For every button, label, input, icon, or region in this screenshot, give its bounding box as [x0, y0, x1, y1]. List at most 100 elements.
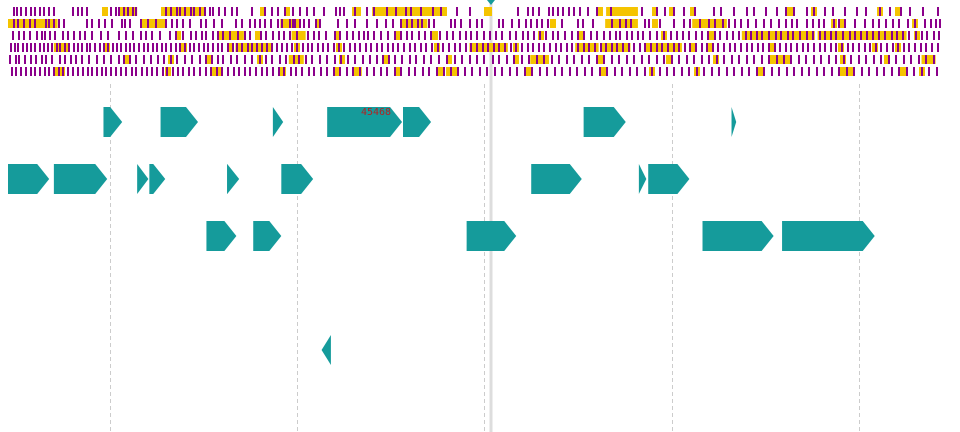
- start-codon: [227, 43, 233, 52]
- orf-arrow[interactable]: [137, 164, 149, 194]
- orf-track: [8, 107, 875, 365]
- stop-codon: [151, 31, 153, 40]
- stop-codon: [73, 43, 75, 52]
- orf-arrow[interactable]: [782, 221, 875, 251]
- stop-codon: [120, 67, 122, 76]
- orf-arrow[interactable]: [281, 164, 314, 194]
- stop-codon: [527, 43, 529, 52]
- orf-arrow[interactable]: [321, 335, 331, 365]
- stop-codon: [878, 19, 880, 28]
- stop-codon: [670, 31, 672, 40]
- orf-arrow[interactable]: [583, 107, 626, 137]
- stop-codon: [175, 43, 177, 52]
- stop-codon: [510, 43, 512, 52]
- stop-codon: [70, 55, 72, 64]
- stop-codon: [417, 19, 419, 28]
- orf-arrow[interactable]: [531, 164, 582, 194]
- start-codon: [884, 55, 890, 64]
- cursor-position-label: 45468: [361, 107, 391, 118]
- orf-arrow[interactable]: [272, 107, 284, 137]
- orf-arrow[interactable]: [702, 221, 774, 251]
- stop-codon: [790, 43, 792, 52]
- stop-codon: [22, 43, 24, 52]
- orf-arrow[interactable]: [53, 164, 108, 194]
- orf-arrow[interactable]: [638, 164, 647, 194]
- stop-codon: [58, 19, 60, 28]
- stop-codon: [532, 43, 534, 52]
- codon-row: [12, 31, 940, 40]
- stop-codon: [633, 43, 635, 52]
- stop-codon: [525, 19, 527, 28]
- stop-codon: [785, 7, 787, 16]
- stop-codon: [761, 31, 763, 40]
- stop-codon: [107, 31, 109, 40]
- stop-codon: [311, 43, 313, 52]
- stop-codon: [625, 19, 627, 28]
- start-codon: [689, 43, 695, 52]
- stop-codon: [125, 67, 127, 76]
- orf-arrow[interactable]: [103, 107, 123, 137]
- orf-arrow[interactable]: [227, 164, 240, 194]
- orf-arrow[interactable]: [206, 221, 237, 251]
- stop-codon: [279, 55, 281, 64]
- stop-codon: [370, 43, 372, 52]
- stop-codon: [264, 19, 266, 28]
- stop-codon: [278, 67, 280, 76]
- stop-codon: [339, 7, 341, 16]
- stop-codon: [123, 55, 125, 64]
- stop-codon: [921, 67, 923, 76]
- stop-codon: [409, 55, 411, 64]
- stop-codon: [166, 67, 168, 76]
- stop-codon: [522, 31, 524, 40]
- stop-codon: [926, 31, 928, 40]
- orf-arrow[interactable]: [402, 107, 432, 137]
- orf-arrow[interactable]: [466, 221, 517, 251]
- orf-arrow[interactable]: [253, 221, 282, 251]
- stop-codon: [746, 7, 748, 16]
- stop-codon: [907, 19, 909, 28]
- orf-arrow[interactable]: [149, 164, 166, 194]
- start-codon: [666, 55, 672, 64]
- stop-codon: [659, 67, 661, 76]
- stop-codon: [869, 43, 871, 52]
- orf-arrow[interactable]: [731, 107, 737, 137]
- stop-codon: [365, 43, 367, 52]
- stop-codon: [210, 67, 212, 76]
- stop-codon: [110, 55, 112, 64]
- orf-arrow[interactable]: [648, 164, 690, 194]
- start-codon: [284, 7, 290, 16]
- stop-codon: [307, 43, 309, 52]
- stop-codon: [515, 31, 517, 40]
- stop-codon: [676, 31, 678, 40]
- stop-codon: [105, 67, 107, 76]
- codon-row: [10, 43, 939, 52]
- start-codon-run: [401, 19, 428, 28]
- stop-codon: [476, 19, 478, 28]
- stop-codon: [313, 67, 315, 76]
- stop-codon: [850, 55, 852, 64]
- stop-codon: [100, 31, 102, 40]
- stop-codon: [176, 55, 178, 64]
- stop-codon: [778, 19, 780, 28]
- orf-arrow[interactable]: [8, 164, 50, 194]
- stop-codon: [768, 55, 770, 64]
- stop-codon: [558, 55, 560, 64]
- stop-codon: [579, 7, 581, 16]
- stop-codon: [354, 7, 356, 16]
- stop-codon: [286, 43, 288, 52]
- stop-codon: [511, 19, 513, 28]
- stop-codon: [689, 19, 691, 28]
- stop-codon: [115, 67, 117, 76]
- stop-codon: [224, 7, 226, 16]
- stop-codon: [663, 55, 665, 64]
- orf-arrow[interactable]: [160, 107, 199, 137]
- start-codon: [396, 67, 402, 76]
- orf-arrow[interactable]: [327, 107, 403, 137]
- stop-codon: [227, 43, 229, 52]
- stop-codon: [717, 43, 719, 52]
- stop-codon: [165, 19, 167, 28]
- stop-codon: [165, 7, 167, 16]
- stop-codon: [397, 43, 399, 52]
- cursor-marker[interactable]: [486, 0, 495, 5]
